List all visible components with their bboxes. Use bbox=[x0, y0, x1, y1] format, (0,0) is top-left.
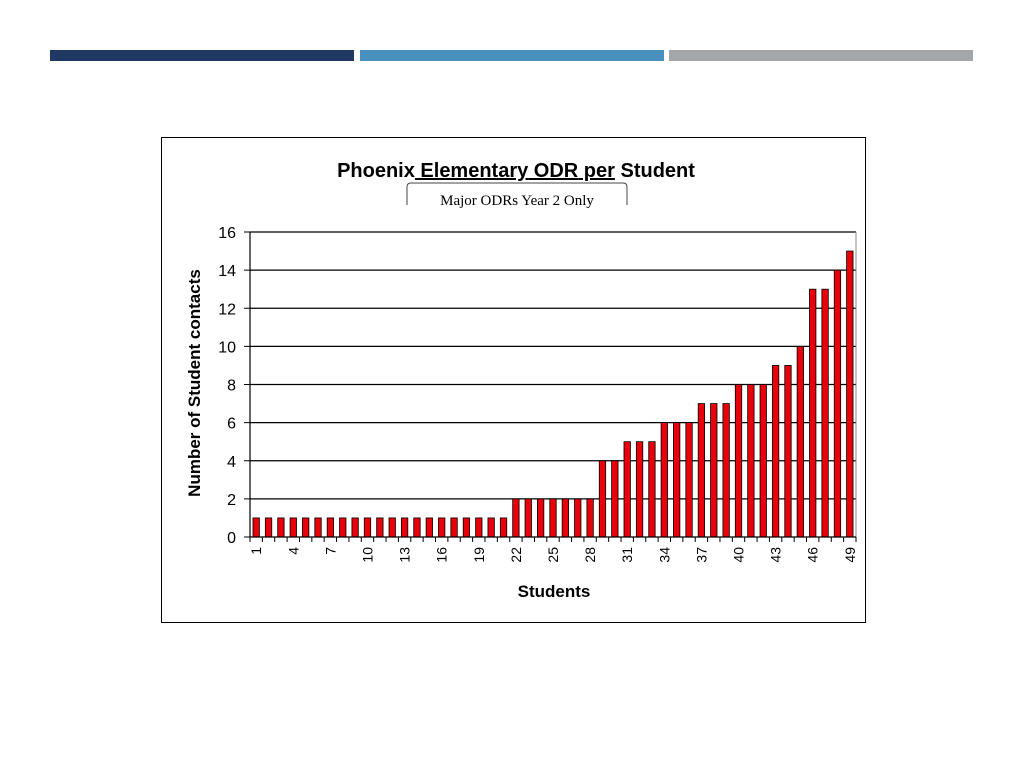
bar bbox=[660, 422, 668, 538]
x-tick-label: 31 bbox=[619, 547, 635, 563]
bar bbox=[326, 517, 335, 538]
bar bbox=[586, 498, 594, 538]
bar bbox=[759, 384, 767, 538]
x-tick-label: 28 bbox=[582, 547, 598, 563]
bar bbox=[710, 403, 718, 538]
y-tick-label: 2 bbox=[227, 492, 236, 509]
bar bbox=[833, 269, 842, 538]
bar bbox=[264, 517, 273, 538]
bar bbox=[784, 365, 792, 538]
bar bbox=[537, 498, 545, 538]
x-tick-label: 19 bbox=[471, 547, 487, 563]
y-tick-label: 10 bbox=[218, 339, 236, 356]
bar bbox=[388, 517, 396, 538]
x-tick-label: 10 bbox=[359, 547, 375, 563]
bar bbox=[438, 517, 446, 538]
x-tick-label: 37 bbox=[693, 547, 709, 563]
bar bbox=[363, 517, 372, 538]
bar bbox=[302, 517, 310, 538]
bar bbox=[648, 441, 656, 538]
x-tick-label: 34 bbox=[656, 547, 672, 563]
chart-title-word: Phoenix bbox=[337, 160, 415, 182]
bar bbox=[450, 517, 458, 538]
chart-title-word: ODR bbox=[528, 160, 579, 182]
x-tick-label: 22 bbox=[508, 547, 524, 563]
y-tick-label: 0 bbox=[227, 530, 236, 547]
x-tick-label: 7 bbox=[322, 547, 338, 555]
bar bbox=[846, 250, 854, 538]
y-tick-label: 4 bbox=[227, 454, 236, 471]
bar bbox=[499, 517, 508, 538]
y-tick-label: 14 bbox=[218, 263, 236, 280]
bar bbox=[314, 517, 322, 538]
bar bbox=[277, 517, 285, 538]
bar bbox=[747, 384, 755, 538]
bar bbox=[252, 517, 260, 538]
bar bbox=[771, 365, 780, 538]
bar bbox=[809, 288, 817, 538]
chart-title: Phoenix Elementary ODR per Student bbox=[337, 160, 695, 182]
bar bbox=[524, 498, 532, 538]
x-tick-label: 4 bbox=[285, 547, 301, 555]
header-decor-bar-gray bbox=[669, 50, 973, 61]
bar bbox=[697, 403, 706, 538]
subtitle-bracket bbox=[406, 182, 628, 205]
bar bbox=[462, 517, 471, 538]
bar bbox=[413, 517, 421, 538]
bar bbox=[475, 517, 483, 538]
bar bbox=[400, 517, 409, 538]
x-axis-label: Students bbox=[518, 582, 591, 601]
x-tick-label: 25 bbox=[545, 547, 561, 563]
y-tick-label: 6 bbox=[227, 416, 236, 433]
bar bbox=[821, 288, 829, 538]
x-tick-label: 1 bbox=[248, 547, 264, 555]
y-axis-label: Number of Student contacts bbox=[185, 269, 204, 497]
x-tick-label: 16 bbox=[434, 547, 450, 563]
bar bbox=[351, 517, 359, 538]
chart-frame: Phoenix Elementary ODR per Student Major… bbox=[161, 137, 866, 623]
x-tick-label: 13 bbox=[397, 547, 413, 563]
chart-subtitle: Major ODRs Year 2 Only bbox=[440, 193, 594, 209]
bar bbox=[734, 384, 743, 538]
header-decor-bar-navy bbox=[50, 50, 354, 61]
x-tick-label: 40 bbox=[731, 547, 747, 563]
bar bbox=[289, 517, 297, 538]
y-tick-label: 12 bbox=[218, 301, 236, 318]
bar bbox=[611, 460, 619, 538]
bar bbox=[598, 460, 607, 538]
bar bbox=[425, 517, 433, 538]
bar bbox=[561, 498, 569, 538]
x-tick-label: 46 bbox=[805, 547, 821, 563]
bar bbox=[487, 517, 495, 538]
chart-title-word: per bbox=[578, 160, 615, 182]
header-decor-bar-blue bbox=[360, 50, 664, 61]
bar bbox=[549, 498, 557, 538]
bar bbox=[623, 441, 631, 538]
chart-title-word: Elementary bbox=[415, 160, 529, 182]
x-tick-label: 49 bbox=[842, 547, 858, 563]
bar bbox=[512, 498, 520, 538]
bar bbox=[796, 345, 804, 538]
bar bbox=[673, 422, 681, 538]
bar bbox=[635, 441, 644, 538]
bar bbox=[685, 422, 693, 538]
bar bbox=[376, 517, 384, 538]
bar bbox=[722, 403, 730, 538]
y-tick-label: 8 bbox=[227, 378, 236, 395]
y-tick-label: 16 bbox=[218, 225, 236, 242]
bar bbox=[339, 517, 347, 538]
bar bbox=[574, 498, 582, 538]
x-tick-label: 43 bbox=[768, 547, 784, 563]
bar-chart: Phoenix Elementary ODR per Student Major… bbox=[185, 160, 858, 601]
chart-title-word: Student bbox=[615, 160, 695, 182]
